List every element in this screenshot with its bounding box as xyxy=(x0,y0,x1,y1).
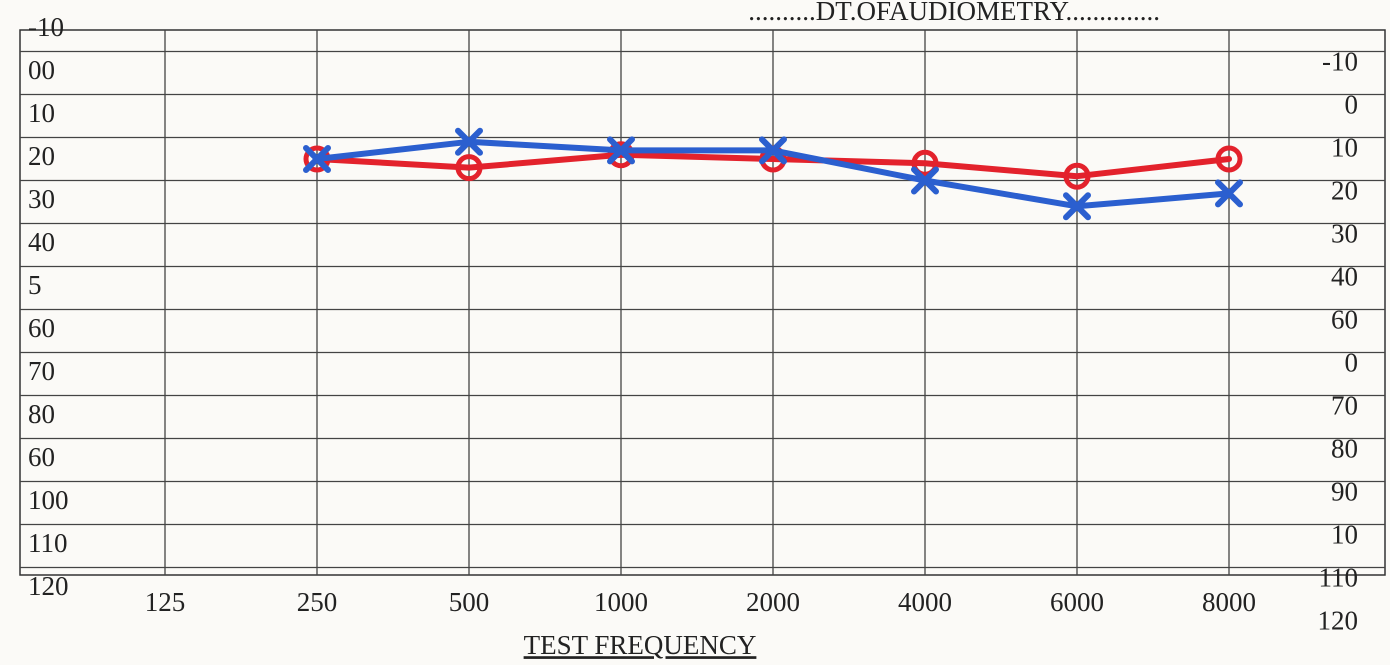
x-marker xyxy=(303,145,331,173)
x-marker xyxy=(1215,179,1243,208)
y2-tick-label: 60 xyxy=(1331,305,1358,335)
y2-tick-label: 70 xyxy=(1331,391,1358,421)
x-marker xyxy=(607,136,635,165)
y-tick-label: 70 xyxy=(28,356,55,386)
o-marker xyxy=(607,141,635,169)
x-axis-label: TEST FREQUENCY xyxy=(524,630,757,660)
y-tick-label: 80 xyxy=(28,399,55,429)
o-marker xyxy=(1215,145,1243,173)
o-marker xyxy=(911,149,939,177)
y-tick-label: 110 xyxy=(28,528,68,558)
x-tick-label: 6000 xyxy=(1050,587,1104,617)
x-tick-label: 4000 xyxy=(898,587,952,617)
x-tick-label: 8000 xyxy=(1202,587,1256,617)
y2-tick-label: 30 xyxy=(1331,219,1358,249)
y-tick-label: 10 xyxy=(28,98,55,128)
y2-tick-label: 120 xyxy=(1318,606,1359,636)
x-marker xyxy=(1063,192,1091,221)
y-tick-label: 40 xyxy=(28,227,55,257)
y2-tick-label: 0 xyxy=(1345,348,1359,378)
y2-tick-label: 80 xyxy=(1331,434,1358,464)
y2-tick-label: 90 xyxy=(1331,477,1358,507)
y-tick-label: 30 xyxy=(28,184,55,214)
x-marker xyxy=(455,127,483,156)
y-tick-label: -10 xyxy=(28,12,64,42)
y2-tick-label: 40 xyxy=(1331,262,1358,292)
x-marker xyxy=(759,136,787,165)
y-tick-label: 100 xyxy=(28,485,69,515)
y2-tick-label: 0 xyxy=(1345,90,1359,120)
x-tick-label: 2000 xyxy=(746,587,800,617)
chart-title: ..........DT.OFAUDIOMETRY.............. xyxy=(748,0,1160,26)
x-tick-label: 500 xyxy=(449,587,490,617)
o-marker xyxy=(1063,162,1091,190)
y2-tick-label: 110 xyxy=(1319,563,1359,593)
y2-tick-label: 20 xyxy=(1331,176,1358,206)
x-tick-label: 250 xyxy=(297,587,338,617)
o-marker xyxy=(455,154,483,182)
y-tick-label: 120 xyxy=(28,571,69,601)
y-tick-label: 20 xyxy=(28,141,55,171)
x-marker xyxy=(911,166,939,195)
y2-tick-label: -10 xyxy=(1322,47,1358,77)
y-tick-label: 60 xyxy=(28,442,55,472)
y-tick-label: 5 xyxy=(28,270,42,300)
x-tick-label: 125 xyxy=(145,587,186,617)
x-tick-label: 1000 xyxy=(594,587,648,617)
y-tick-label: 60 xyxy=(28,313,55,343)
series-line xyxy=(314,151,1232,180)
y-tick-label: 00 xyxy=(28,55,55,85)
plot-frame xyxy=(19,29,1386,576)
y2-tick-label: 10 xyxy=(1331,520,1358,550)
y2-tick-label: 10 xyxy=(1331,133,1358,163)
